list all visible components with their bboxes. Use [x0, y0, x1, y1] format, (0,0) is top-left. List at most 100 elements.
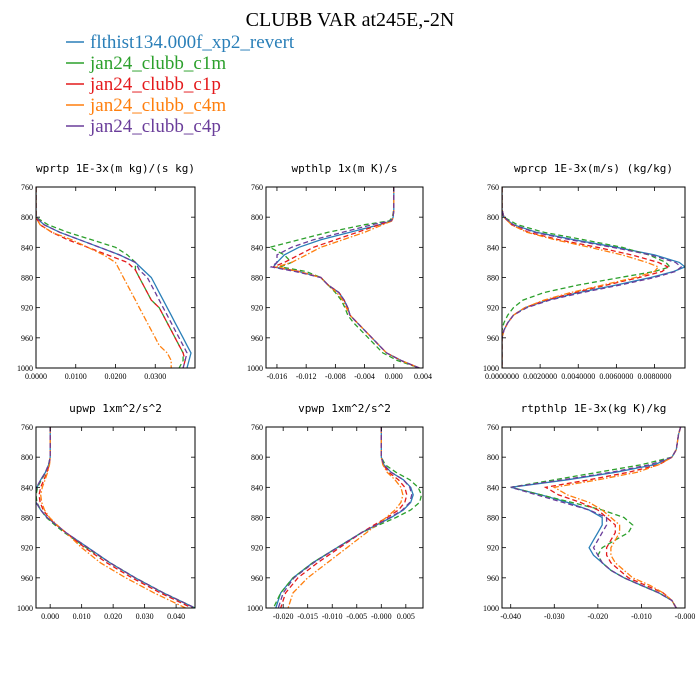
x-tick-label: 0.005 — [397, 612, 415, 621]
legend-item: flthist134.000f_xp2_revert — [66, 32, 295, 53]
y-tick-label: 880 — [21, 274, 33, 283]
series-line — [36, 187, 188, 368]
y-tick-label: 920 — [487, 304, 499, 313]
x-tick-label: 0.0040000 — [561, 372, 595, 381]
series-line — [40, 427, 186, 608]
x-tick-label: -0.010 — [322, 612, 343, 621]
series-line — [272, 427, 423, 608]
y-tick-label: 800 — [487, 213, 499, 222]
series-line — [269, 187, 420, 368]
y-tick-label: 800 — [21, 213, 33, 222]
x-tick-label: -0.008 — [325, 372, 346, 381]
series-line — [36, 187, 172, 368]
x-tick-label: -0.016 — [267, 372, 288, 381]
y-tick-label: 920 — [21, 304, 33, 313]
series-line — [267, 187, 420, 368]
plot-frame — [35, 186, 196, 369]
x-tick-label: 0.0000 — [25, 372, 47, 381]
y-tick-label: 880 — [21, 514, 33, 523]
y-tick-label: 840 — [487, 483, 499, 492]
series-line — [275, 427, 414, 608]
y-tick-label: 960 — [21, 574, 33, 583]
y-tick-label: 760 — [487, 423, 499, 432]
series-line — [36, 187, 184, 368]
y-tick-label: 920 — [487, 544, 499, 553]
legend: flthist134.000f_xp2_revert jan24_clubb_c… — [66, 32, 295, 137]
y-tick-label: 1000 — [247, 364, 263, 373]
y-tick-label: 840 — [21, 483, 33, 492]
plot-frame — [501, 426, 686, 609]
series-line — [36, 427, 195, 608]
y-tick-label: 760 — [251, 183, 263, 192]
panel-title: upwp 1xm^2/s^2 — [69, 402, 162, 415]
series-group — [36, 427, 195, 608]
panel-title: rtpthlp 1E-3x(kg K)/kg — [521, 402, 667, 415]
x-tick-label: -0.004 — [354, 372, 375, 381]
series-line — [510, 427, 682, 608]
y-tick-label: 1000 — [17, 364, 33, 373]
y-tick-label: 840 — [487, 243, 499, 252]
series-group — [510, 427, 682, 608]
x-tick-label: -0.040 — [500, 612, 521, 621]
series-line — [38, 427, 193, 608]
series-line — [270, 187, 420, 368]
series-line — [502, 187, 683, 368]
panel-grid: wprtp 1E-3x(m kg)/(s kg) 760 800 840 880 920 9… — [17, 162, 695, 621]
series-line — [36, 427, 195, 608]
x-tick-label: -0.010 — [631, 612, 652, 621]
x-tick-label: 0.040 — [167, 612, 185, 621]
y-tick-label: 960 — [21, 334, 33, 343]
x-tick-label: 0.010 — [73, 612, 91, 621]
y-tick-label: 800 — [251, 213, 263, 222]
y-tick-label: 960 — [251, 574, 263, 583]
series-group — [36, 187, 192, 368]
x-tick-label: -0.020 — [588, 612, 609, 621]
panel: wprcp 1E-3x(m/s) (kg/kg) 760 800 840 880 920 9… — [483, 162, 686, 381]
series-line — [36, 187, 192, 368]
legend-label: jan24_clubb_c4p — [89, 116, 221, 137]
series-group — [502, 187, 685, 368]
y-tick-label: 800 — [251, 453, 263, 462]
panel-title: wprtp 1E-3x(m kg)/(s kg) — [36, 162, 195, 175]
series-line — [510, 427, 682, 608]
y-tick-label: 920 — [251, 544, 263, 553]
plot-frame — [501, 186, 686, 369]
y-tick-label: 880 — [487, 514, 499, 523]
y-tick-label: 800 — [21, 453, 33, 462]
x-tick-label: 0.000 — [41, 612, 59, 621]
legend-label: jan24_clubb_c1m — [89, 53, 226, 74]
series-line — [274, 187, 420, 368]
y-tick-label: 800 — [487, 453, 499, 462]
x-tick-label: 0.0300 — [144, 372, 166, 381]
y-tick-label: 760 — [251, 423, 263, 432]
y-tick-label: 880 — [487, 274, 499, 283]
panel: wprtp 1E-3x(m kg)/(s kg)760 800 840 880 920 9… — [17, 162, 196, 381]
legend-item: jan24_clubb_c4p — [66, 116, 221, 137]
panel-title: vpwp 1xm^2/s^2 — [298, 402, 391, 415]
plot-frame — [265, 186, 424, 369]
x-tick-label: -0.000 — [675, 612, 696, 621]
legend-item: jan24_clubb_c1p — [66, 74, 221, 95]
x-tick-label: -0.015 — [297, 612, 318, 621]
legend-label: jan24_clubb_c4m — [89, 95, 226, 116]
panel: wpthlp 1x(m K)/s 760 800 840 880 920 960 1000 -0… — [247, 162, 432, 381]
legend-label: flthist134.000f_xp2_revert — [90, 32, 295, 53]
panel-title: wpthlp 1x(m K)/s — [292, 162, 398, 175]
y-tick-label: 1000 — [247, 604, 263, 613]
series-line — [287, 427, 404, 608]
x-tick-label: 0.0060000 — [599, 372, 633, 381]
x-tick-label: 0.020 — [104, 612, 122, 621]
y-tick-label: 760 — [487, 183, 499, 192]
y-tick-label: 1000 — [483, 364, 499, 373]
plot-frame — [265, 426, 424, 609]
y-tick-label: 960 — [251, 334, 263, 343]
y-tick-label: 840 — [251, 243, 263, 252]
plot-frame — [35, 426, 196, 609]
x-tick-label: -0.020 — [273, 612, 294, 621]
figure-title: CLUBB VAR at245E,-2N — [246, 9, 455, 31]
x-tick-label: 0.0200 — [105, 372, 127, 381]
series-line — [272, 187, 420, 368]
series-line — [552, 427, 682, 608]
panel: rtpthlp 1E-3x(kg K)/kg 760 800 840 880 920 960… — [483, 402, 695, 621]
